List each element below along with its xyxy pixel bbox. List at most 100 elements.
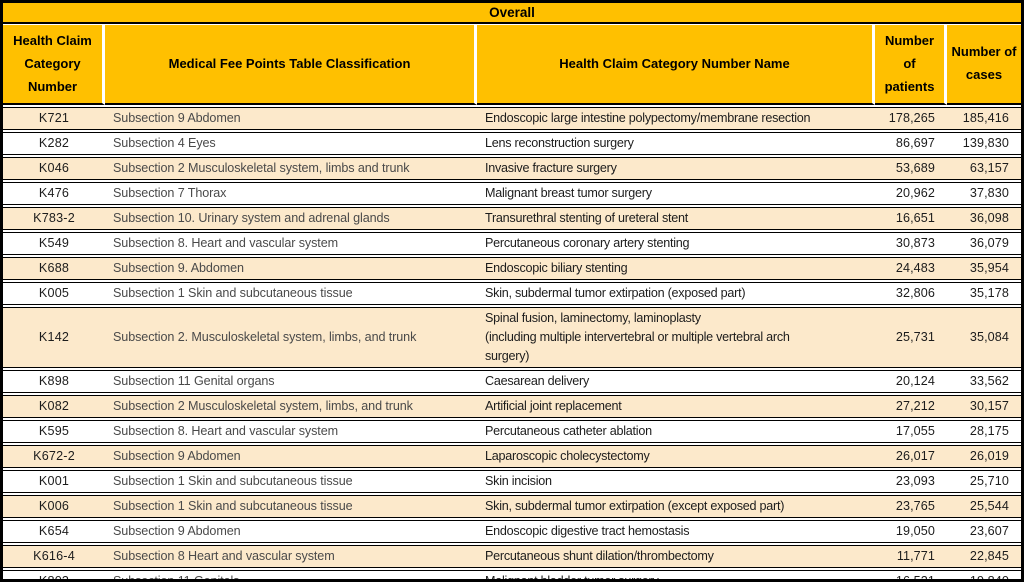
cell-name: Endoscopic biliary stenting <box>477 257 875 281</box>
cell-classification: Subsection 1 Skin and subcutaneous tissu… <box>105 282 477 306</box>
cell-name: Skin, subdermal tumor extirpation (expos… <box>477 282 875 306</box>
cell-patients: 53,689 <box>875 157 947 181</box>
cell-code: K803 <box>3 570 105 579</box>
cell-cases: 22,845 <box>947 545 1021 569</box>
cell-cases: 23,607 <box>947 520 1021 544</box>
cell-cases: 30,157 <box>947 395 1021 419</box>
cell-cases: 185,416 <box>947 107 1021 131</box>
table-row: K282 Subsection 4 Eyes Lens reconstruction… <box>3 132 1021 156</box>
cell-name: Skin incision <box>477 470 875 494</box>
cell-code: K006 <box>3 495 105 519</box>
cell-cases: 36,079 <box>947 232 1021 256</box>
cell-classification: Subsection 10. Urinary system and adrena… <box>105 207 477 231</box>
cell-name: Percutaneous shunt dilation/thrombectomy <box>477 545 875 569</box>
cell-classification: Subsection 11 Genitals <box>105 570 477 579</box>
table-row: K142 Subsection 2. Musculoskeletal system… <box>3 307 1021 369</box>
cell-cases: 28,175 <box>947 420 1021 444</box>
header-number-of-cases: Number of cases <box>947 25 1021 106</box>
cell-cases: 35,178 <box>947 282 1021 306</box>
cell-classification: Subsection 9 Abdomen <box>105 520 477 544</box>
cell-code: K783-2 <box>3 207 105 231</box>
cell-cases: 25,544 <box>947 495 1021 519</box>
cell-cases: 36,098 <box>947 207 1021 231</box>
table-row: K005 Subsection 1 Skin and subcutaneous t… <box>3 282 1021 306</box>
cell-name: Artificial joint replacement <box>477 395 875 419</box>
table-row: K672-2 Subsection 9 Abdomen Laparoscopic c… <box>3 445 1021 469</box>
cell-code: K654 <box>3 520 105 544</box>
table-row: K616-4 Subsection 8 Heart and vascular sy… <box>3 545 1021 569</box>
cell-code: K672-2 <box>3 445 105 469</box>
table-row: K898 Subsection 11 Genital organs Caesarea… <box>3 370 1021 394</box>
cell-classification: Subsection 8. Heart and vascular system <box>105 420 477 444</box>
cell-name: Caesarean delivery <box>477 370 875 394</box>
cell-cases: 35,954 <box>947 257 1021 281</box>
header-health-claim-category-number-name: Health Claim Category Number Name <box>477 25 875 106</box>
cell-cases: 139,830 <box>947 132 1021 156</box>
cell-code: K688 <box>3 257 105 281</box>
cell-classification: Subsection 1 Skin and subcutaneous tissu… <box>105 470 477 494</box>
cell-patients: 23,765 <box>875 495 947 519</box>
cell-code: K721 <box>3 107 105 131</box>
cell-patients: 19,050 <box>875 520 947 544</box>
cell-name: Malignant breast tumor surgery <box>477 182 875 206</box>
cell-classification: Subsection 9. Abdomen <box>105 257 477 281</box>
cell-classification: Subsection 2 Musculoskeletal system, lim… <box>105 395 477 419</box>
cell-code: K001 <box>3 470 105 494</box>
cell-name: Percutaneous catheter ablation <box>477 420 875 444</box>
cell-patients: 24,483 <box>875 257 947 281</box>
cell-code: K616-4 <box>3 545 105 569</box>
cell-classification: Subsection 2. Musculoskeletal system, li… <box>105 307 477 369</box>
table-row: K803 Subsection 11 Genitals Malignant blad… <box>3 570 1021 579</box>
cell-cases: 19,840 <box>947 570 1021 579</box>
cell-cases: 25,710 <box>947 470 1021 494</box>
cell-name: Transurethral stenting of ureteral stent <box>477 207 875 231</box>
table-row: K476 Subsection 7 Thorax Malignant breast … <box>3 182 1021 206</box>
cell-patients: 27,212 <box>875 395 947 419</box>
cell-cases: 35,084 <box>947 307 1021 369</box>
cell-name: Lens reconstruction surgery <box>477 132 875 156</box>
cell-classification: Subsection 8 Heart and vascular system <box>105 545 477 569</box>
table-row: K082 Subsection 2 Musculoskeletal system,… <box>3 395 1021 419</box>
cell-classification: Subsection 4 Eyes <box>105 132 477 156</box>
table-row: K595 Subsection 8. Heart and vascular sys… <box>3 420 1021 444</box>
cell-patients: 17,055 <box>875 420 947 444</box>
cell-patients: 20,962 <box>875 182 947 206</box>
cell-code: K476 <box>3 182 105 206</box>
table-header: Health Claim Category Number Medical Fee… <box>3 25 1021 106</box>
claims-table: Health Claim Category Number Medical Fee… <box>3 23 1021 579</box>
cell-patients: 30,873 <box>875 232 947 256</box>
table-title: Overall <box>3 3 1021 24</box>
cell-classification: Subsection 11 Genital organs <box>105 370 477 394</box>
cell-name: Laparoscopic cholecystectomy <box>477 445 875 469</box>
table-row: K783-2 Subsection 10. Urinary system and … <box>3 207 1021 231</box>
cell-code: K549 <box>3 232 105 256</box>
cell-patients: 32,806 <box>875 282 947 306</box>
table-row: K006 Subsection 1 Skin and subcutaneous t… <box>3 495 1021 519</box>
cell-classification: Subsection 2 Musculoskeletal system, lim… <box>105 157 477 181</box>
table-row: K688 Subsection 9. Abdomen Endoscopic bili… <box>3 257 1021 281</box>
cell-cases: 26,019 <box>947 445 1021 469</box>
cell-name: Invasive fracture surgery <box>477 157 875 181</box>
cell-classification: Subsection 7 Thorax <box>105 182 477 206</box>
cell-patients: 26,017 <box>875 445 947 469</box>
cell-name: Spinal fusion, laminectomy, laminoplasty… <box>477 307 875 369</box>
cell-classification: Subsection 8. Heart and vascular system <box>105 232 477 256</box>
table-row: K001 Subsection 1 Skin and subcutaneous t… <box>3 470 1021 494</box>
cell-cases: 37,830 <box>947 182 1021 206</box>
cell-classification: Subsection 1 Skin and subcutaneous tissu… <box>105 495 477 519</box>
cell-code: K595 <box>3 420 105 444</box>
cell-patients: 11,771 <box>875 545 947 569</box>
cell-patients: 23,093 <box>875 470 947 494</box>
header-health-claim-category-number: Health Claim Category Number <box>3 25 105 106</box>
cell-name: Percutaneous coronary artery stenting <box>477 232 875 256</box>
cell-patients: 20,124 <box>875 370 947 394</box>
table-row: K721 Subsection 9 Abdomen Endoscopic large… <box>3 107 1021 131</box>
header-row: Health Claim Category Number Medical Fee… <box>3 25 1021 106</box>
cell-cases: 63,157 <box>947 157 1021 181</box>
cell-code: K005 <box>3 282 105 306</box>
cell-patients: 178,265 <box>875 107 947 131</box>
cell-patients: 86,697 <box>875 132 947 156</box>
cell-name: Skin, subdermal tumor extirpation (excep… <box>477 495 875 519</box>
header-medical-fee-points-classification: Medical Fee Points Table Classification <box>105 25 477 106</box>
